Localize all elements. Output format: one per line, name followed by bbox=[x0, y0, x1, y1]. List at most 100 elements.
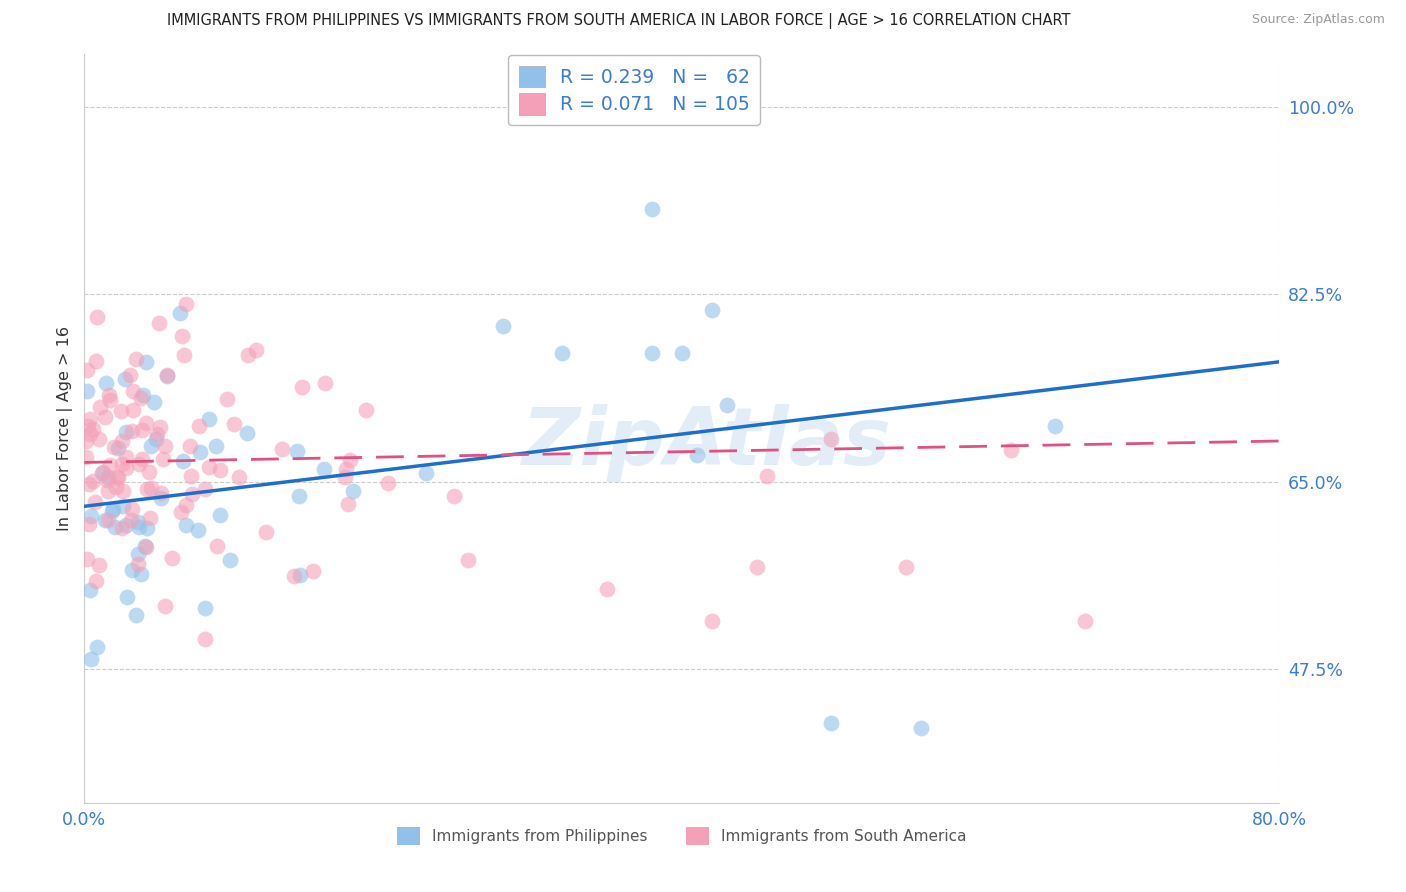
Point bbox=[135, 355, 157, 369]
Point bbox=[76, 552, 98, 566]
Point bbox=[101, 504, 124, 518]
Point bbox=[209, 508, 232, 522]
Point bbox=[87, 558, 110, 572]
Text: ZipAtlas: ZipAtlas bbox=[520, 404, 891, 483]
Point bbox=[103, 440, 125, 454]
Point bbox=[121, 563, 143, 577]
Point bbox=[141, 481, 163, 495]
Point bbox=[96, 473, 118, 487]
Point bbox=[94, 376, 117, 391]
Point bbox=[112, 499, 135, 513]
Point bbox=[271, 442, 294, 456]
Point bbox=[110, 404, 132, 418]
Point bbox=[162, 551, 184, 566]
Point bbox=[138, 465, 160, 479]
Point bbox=[86, 310, 108, 325]
Point bbox=[169, 306, 191, 320]
Point bbox=[115, 518, 138, 533]
Point bbox=[135, 540, 157, 554]
Point bbox=[115, 450, 138, 464]
Point bbox=[377, 476, 399, 491]
Point bbox=[89, 400, 111, 414]
Point bbox=[894, 560, 917, 574]
Point bbox=[75, 434, 97, 449]
Point bbox=[335, 470, 357, 484]
Point bbox=[131, 388, 153, 402]
Point bbox=[98, 388, 121, 402]
Point bbox=[76, 363, 98, 377]
Point bbox=[89, 432, 111, 446]
Point bbox=[111, 483, 134, 498]
Point bbox=[337, 497, 360, 511]
Point bbox=[492, 319, 515, 334]
Point bbox=[173, 348, 195, 362]
Point bbox=[1074, 614, 1097, 628]
Point bbox=[254, 524, 277, 539]
Point bbox=[291, 380, 314, 394]
Point bbox=[596, 582, 619, 596]
Point bbox=[204, 439, 226, 453]
Point bbox=[153, 439, 176, 453]
Point bbox=[285, 443, 308, 458]
Point bbox=[80, 651, 103, 665]
Point bbox=[97, 470, 120, 484]
Point bbox=[910, 721, 932, 735]
Point bbox=[172, 454, 194, 468]
Point bbox=[134, 540, 156, 554]
Point bbox=[188, 445, 211, 459]
Point bbox=[128, 457, 150, 471]
Legend: Immigrants from Philippines, Immigrants from South America: Immigrants from Philippines, Immigrants … bbox=[391, 821, 973, 851]
Point bbox=[107, 471, 129, 485]
Point bbox=[76, 384, 98, 398]
Point bbox=[79, 582, 101, 597]
Point bbox=[820, 715, 842, 730]
Point bbox=[314, 376, 336, 391]
Point bbox=[77, 477, 100, 491]
Point bbox=[125, 608, 148, 623]
Point bbox=[700, 614, 723, 628]
Point bbox=[91, 466, 114, 480]
Point bbox=[174, 498, 197, 512]
Point bbox=[197, 412, 219, 426]
Point bbox=[98, 458, 121, 472]
Point bbox=[117, 590, 139, 604]
Point bbox=[172, 328, 194, 343]
Point bbox=[156, 368, 179, 383]
Point bbox=[111, 457, 134, 471]
Point bbox=[1000, 442, 1022, 457]
Point bbox=[84, 574, 107, 589]
Point bbox=[335, 461, 357, 475]
Point bbox=[86, 640, 108, 655]
Point bbox=[342, 483, 364, 498]
Point bbox=[105, 470, 128, 484]
Point bbox=[219, 553, 242, 567]
Point bbox=[97, 513, 120, 527]
Point bbox=[288, 568, 311, 582]
Point bbox=[238, 348, 260, 362]
Point bbox=[75, 450, 97, 464]
Point bbox=[314, 461, 336, 475]
Point bbox=[94, 409, 117, 424]
Point bbox=[551, 346, 574, 360]
Point bbox=[125, 351, 148, 366]
Point bbox=[170, 505, 193, 519]
Point bbox=[197, 459, 219, 474]
Point bbox=[79, 516, 101, 531]
Point bbox=[82, 474, 104, 488]
Point bbox=[110, 521, 132, 535]
Point bbox=[139, 439, 162, 453]
Point bbox=[153, 599, 176, 613]
Point bbox=[283, 569, 305, 583]
Point bbox=[194, 482, 217, 496]
Point bbox=[745, 560, 768, 574]
Point bbox=[131, 452, 153, 467]
Point bbox=[120, 513, 142, 527]
Point bbox=[103, 501, 125, 516]
Point bbox=[205, 539, 228, 553]
Point bbox=[339, 453, 361, 467]
Point bbox=[86, 354, 108, 368]
Point bbox=[415, 466, 437, 480]
Point bbox=[129, 566, 152, 581]
Point bbox=[236, 425, 259, 440]
Point bbox=[114, 371, 136, 385]
